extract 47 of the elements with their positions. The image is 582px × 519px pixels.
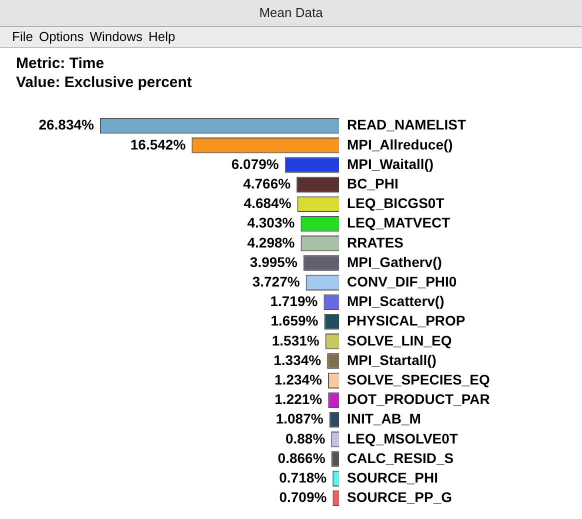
y-tick-label: SOLVE_LIN_EQ — [347, 332, 452, 348]
y-tick-label: PHYSICAL_PROP — [347, 312, 466, 329]
data-label: 1.234% — [274, 371, 323, 388]
y-tick-label: DOT_PRODUCT_PAR — [347, 391, 490, 408]
data-label: 3.727% — [252, 273, 300, 290]
y-tick-label: SOLVE_SPECIES_EQ — [347, 371, 490, 388]
data-label: 3.995% — [250, 254, 298, 270]
text: Mean Data — [0, 0, 582, 27]
text: File — [12, 29, 33, 44]
data-label: 4.766% — [243, 175, 292, 192]
y-tick-label: RRATES — [347, 234, 404, 250]
y-tick-label: LEQ_MATVECT — [347, 214, 451, 231]
y-tick-label: MPI_Waitall() — [347, 156, 434, 172]
y-tick-label: MPI_Startall() — [347, 352, 436, 368]
data-label: 4.298% — [247, 234, 296, 250]
data-label: 1.087% — [276, 410, 324, 427]
y-tick-label: MPI_Gatherv() — [347, 254, 442, 270]
data-label: 0.718% — [279, 469, 328, 486]
data-label: 1.719% — [270, 293, 318, 310]
y-tick-label: SOURCE_PHI — [347, 469, 438, 486]
chart-title: Metric: Time — [16, 54, 106, 73]
data-label: 4.303% — [247, 214, 296, 231]
y-tick-label: MPI_Scatterv() — [347, 293, 444, 310]
data-label: 16.542% — [130, 136, 186, 152]
data-label: 0.88% — [285, 430, 326, 446]
y-tick-label: READ_NAMELIST — [347, 116, 466, 133]
y-tick-label: CALC_RESID_S — [347, 450, 454, 466]
text: Help — [148, 29, 176, 44]
data-label: 4.684% — [244, 195, 292, 212]
data-label: 26.834% — [38, 116, 95, 133]
text: Options — [38, 29, 84, 44]
data-label: 1.531% — [272, 332, 320, 348]
y-tick-label: LEQ_MSOLVE0T — [347, 430, 458, 446]
y-tick-label: INIT_AB_M — [347, 410, 421, 427]
data-label: 1.334% — [274, 352, 322, 368]
text: Windows — [90, 29, 143, 44]
data-label: 1.659% — [270, 312, 319, 329]
data-label: 0.866% — [278, 450, 326, 466]
y-tick-label: CONV_DIF_PHI0 — [347, 273, 457, 290]
data-label: 1.221% — [274, 391, 323, 408]
y-tick-label: SOURCE_PP_G — [347, 489, 452, 506]
chart-subtitle: Value: Exclusive percent — [16, 73, 193, 92]
y-tick-label: BC_PHI — [347, 175, 398, 192]
data-label: 0.709% — [279, 489, 328, 506]
y-tick-label: MPI_Allreduce() — [347, 136, 453, 152]
y-tick-label: LEQ_BICGS0T — [347, 195, 445, 212]
data-label: 6.079% — [231, 156, 280, 172]
